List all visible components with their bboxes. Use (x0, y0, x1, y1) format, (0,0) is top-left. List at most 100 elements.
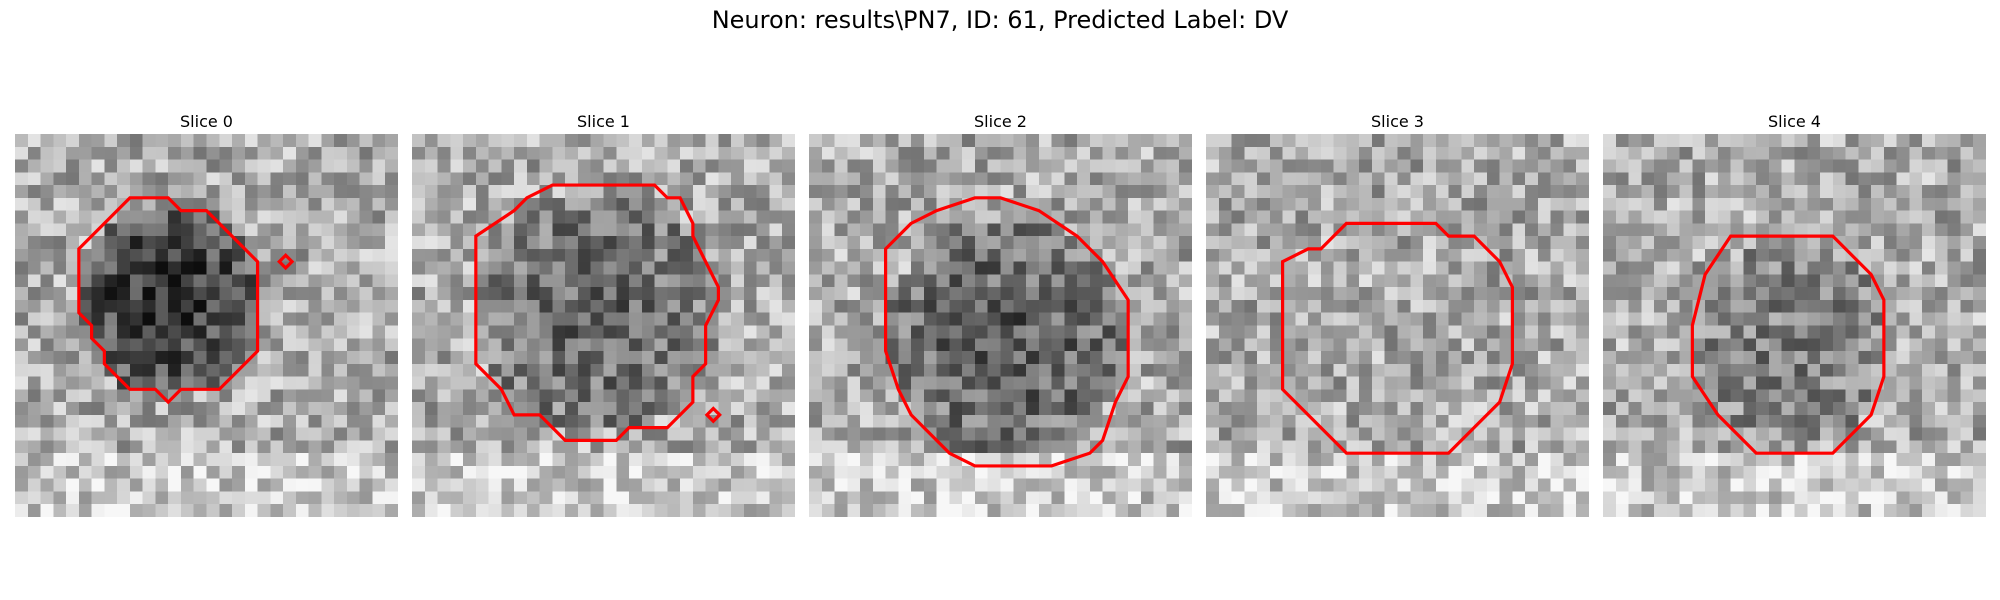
pixel (475, 236, 489, 250)
pixel (385, 185, 398, 199)
pixel (923, 197, 937, 211)
pixel (1410, 159, 1424, 173)
pixel (949, 351, 963, 365)
pixel (1166, 146, 1180, 160)
pixel (923, 236, 937, 250)
pixel (1730, 236, 1744, 250)
pixel (1858, 146, 1872, 160)
pixel (1038, 453, 1052, 467)
pixel (155, 325, 169, 339)
pixel (180, 491, 194, 505)
pixel (1474, 504, 1488, 517)
pixel (1654, 440, 1668, 454)
pixel (860, 465, 874, 479)
pixel (142, 478, 156, 492)
pixel (1947, 453, 1961, 467)
pixel (117, 363, 131, 377)
pixel (1922, 223, 1936, 237)
pixel (1384, 478, 1398, 492)
pixel (1603, 478, 1617, 492)
pixel (654, 376, 668, 390)
pixel (1896, 236, 1910, 250)
pixel (424, 159, 438, 173)
pixel (283, 210, 297, 224)
pixel (155, 146, 169, 160)
pixel (412, 478, 426, 492)
pixel (40, 402, 54, 416)
pixel (91, 274, 105, 288)
pixel (321, 134, 335, 148)
pixel (78, 197, 92, 211)
pixel (974, 159, 988, 173)
pixel (117, 248, 131, 262)
pixel (809, 440, 823, 454)
pixel (1768, 299, 1782, 313)
pixel (15, 299, 29, 313)
pixel (155, 299, 169, 313)
pixel (1871, 363, 1885, 377)
pixel (308, 236, 322, 250)
pixel (1845, 312, 1859, 326)
pixel (206, 146, 220, 160)
pixel (1550, 389, 1564, 403)
pixel (949, 504, 963, 517)
pixel (1115, 134, 1129, 148)
pixel (590, 453, 604, 467)
pixel (526, 197, 540, 211)
pixel (1295, 427, 1309, 441)
pixel (769, 261, 783, 275)
pixel (117, 185, 131, 199)
pixel (206, 465, 220, 479)
pixel (66, 414, 80, 428)
pixel (949, 338, 963, 352)
pixel (1077, 248, 1091, 262)
pixel (514, 491, 528, 505)
pixel (565, 146, 579, 160)
pixel (1576, 402, 1589, 416)
pixel (1947, 185, 1961, 199)
pixel (987, 478, 1001, 492)
pixel (1550, 440, 1564, 454)
pixel (756, 338, 770, 352)
pixel (1166, 134, 1180, 148)
pixel (501, 351, 515, 365)
pixel (974, 185, 988, 199)
pixel (283, 414, 297, 428)
pixel (283, 453, 297, 467)
pixel (66, 134, 80, 148)
pixel (206, 134, 220, 148)
pixel (1960, 312, 1974, 326)
pixel (1448, 274, 1462, 288)
pixel (219, 325, 233, 339)
pixel (1257, 248, 1271, 262)
pixel (552, 363, 566, 377)
pixel (1743, 338, 1757, 352)
pixel (334, 504, 348, 517)
pixel (1013, 504, 1027, 517)
pixel (1550, 185, 1564, 199)
pixel (1282, 427, 1296, 441)
pixel (1333, 236, 1347, 250)
pixel (1641, 338, 1655, 352)
pixel (911, 351, 925, 365)
pixel (1794, 210, 1808, 224)
pixel (1692, 146, 1706, 160)
pixel (1295, 478, 1309, 492)
pixel (1013, 274, 1027, 288)
pixel (1717, 376, 1731, 390)
pixel (1525, 274, 1539, 288)
pixel (1231, 287, 1245, 301)
pixel (731, 210, 745, 224)
small-contour (704, 406, 722, 424)
pixel (1179, 351, 1192, 365)
pixel (1051, 465, 1065, 479)
pixel (1013, 465, 1027, 479)
pixel (718, 376, 732, 390)
pixel (872, 478, 886, 492)
pixel (1371, 134, 1385, 148)
pixel (1166, 414, 1180, 428)
pixel (1858, 338, 1872, 352)
pixel (412, 236, 426, 250)
pixel (142, 325, 156, 339)
pixel (1743, 185, 1757, 199)
